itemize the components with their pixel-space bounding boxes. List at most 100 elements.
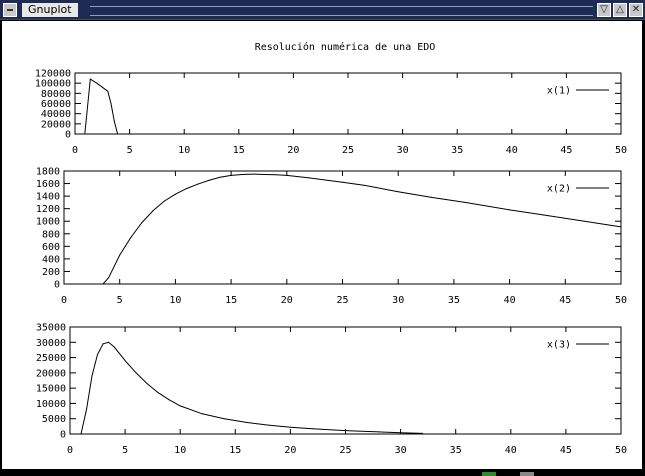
plot-canvas: Resolución numérica de una EDO 0 5 10 15 20 2… <box>35 41 627 456</box>
status-indicator <box>520 472 534 476</box>
x-tick-label: 10 <box>169 295 181 306</box>
data-point <box>96 82 98 84</box>
x-tick-label: 35 <box>448 295 460 306</box>
data-point <box>179 405 181 407</box>
data-point <box>135 372 137 374</box>
minimize-button[interactable]: ▽ <box>597 3 611 17</box>
figure-title: Resolución numérica de una EDO <box>255 41 436 53</box>
data-point <box>264 173 266 175</box>
data-point <box>400 432 402 434</box>
y-tick-label: 100000 <box>35 79 71 90</box>
data-point <box>117 133 119 135</box>
y-tick-label: 20000 <box>36 368 66 379</box>
y-tick-label: 0 <box>54 280 60 291</box>
y-tick-label: 1200 <box>36 204 60 215</box>
data-point <box>124 360 126 362</box>
x-tick-label: 45 <box>560 445 572 456</box>
y-tick-label: 20000 <box>41 119 71 130</box>
x-tick-label: 15 <box>229 445 241 456</box>
y-tick-label: 40000 <box>41 109 71 120</box>
x-tick-label: 15 <box>225 295 237 306</box>
data-point <box>431 196 433 198</box>
data-point <box>245 421 247 423</box>
y-tick-label: 120000 <box>35 69 71 80</box>
data-point <box>102 283 104 285</box>
data-point <box>108 277 110 279</box>
plot-frame <box>69 326 622 435</box>
data-point <box>286 174 288 176</box>
close-icon: ✕ <box>631 4 641 15</box>
plot-frame <box>74 72 622 135</box>
x-tick-label: 20 <box>281 295 293 306</box>
y-tick-label: 1800 <box>36 167 60 178</box>
x-tick-label: 45 <box>559 295 571 306</box>
x-tick-label: 20 <box>287 145 299 156</box>
x-tick-label: 10 <box>178 145 190 156</box>
data-point <box>168 399 170 401</box>
maximize-button[interactable]: △ <box>613 3 627 17</box>
close-button[interactable]: ✕ <box>629 3 643 17</box>
data-point <box>241 173 243 175</box>
data-point <box>464 201 466 203</box>
data-point <box>422 432 424 434</box>
data-point <box>252 173 254 175</box>
data-point <box>230 174 232 176</box>
window-titlebar[interactable]: Gnuplot ▽ △ ✕ <box>0 0 645 20</box>
chevron-up-icon: △ <box>616 4 624 15</box>
y-tick-label: 1600 <box>36 179 60 190</box>
x-tick-label: 30 <box>395 445 407 456</box>
data-point <box>89 78 91 80</box>
status-indicator <box>482 472 496 476</box>
data-point <box>91 375 93 377</box>
data-point <box>107 90 109 92</box>
x-tick-label: 45 <box>560 145 572 156</box>
y-tick-label: 25000 <box>36 353 66 364</box>
plot-frame <box>63 170 622 285</box>
series-line <box>84 78 119 135</box>
y-tick-label: 1400 <box>36 192 60 203</box>
data-point <box>308 177 310 179</box>
data-point <box>345 430 346 432</box>
y-tick-label: 1000 <box>36 217 60 228</box>
x-tick-label: 40 <box>504 295 516 306</box>
window-bottom-border <box>0 469 645 476</box>
y-tick-label: 15000 <box>36 384 66 395</box>
data-point <box>113 346 115 348</box>
x-tick-label: 25 <box>336 295 348 306</box>
x-tick-label: 50 <box>615 295 627 306</box>
y-tick-label: 60000 <box>41 99 71 110</box>
window-title: Gnuplot <box>22 3 78 17</box>
data-point <box>378 431 380 433</box>
data-point <box>267 424 269 426</box>
y-tick-label: 200 <box>42 267 60 278</box>
legend-label: x(3) <box>547 340 571 351</box>
data-point <box>86 409 88 411</box>
x-tick-label: 5 <box>122 445 128 456</box>
data-point <box>223 418 225 420</box>
chevron-down-icon: ▽ <box>600 4 608 15</box>
legend-label: x(2) <box>547 184 571 195</box>
y-tick-label: 80000 <box>41 89 71 100</box>
x-tick-label: 25 <box>339 445 351 456</box>
data-point <box>110 103 112 104</box>
x-tick-label: 25 <box>342 145 354 156</box>
legend-label: x(1) <box>547 86 571 97</box>
x-tick-label: 20 <box>284 445 296 456</box>
data-point <box>397 191 399 193</box>
y-tick-label: 400 <box>42 254 60 265</box>
titlebar-decoration <box>90 6 593 16</box>
window-menu-button[interactable] <box>3 3 17 17</box>
data-point <box>146 383 148 385</box>
data-point <box>163 200 165 202</box>
series-line <box>102 173 622 285</box>
x-tick-label: 40 <box>506 145 518 156</box>
data-point <box>542 214 544 216</box>
x-tick-label: 5 <box>127 145 133 156</box>
y-tick-label: 30000 <box>36 338 66 349</box>
data-point <box>201 413 203 415</box>
x-tick-label: 40 <box>505 445 517 456</box>
y-tick-label: 5000 <box>42 414 66 425</box>
y-tick-label: 0 <box>60 430 66 441</box>
x-tick-label: 35 <box>450 445 462 456</box>
data-point <box>364 184 366 186</box>
